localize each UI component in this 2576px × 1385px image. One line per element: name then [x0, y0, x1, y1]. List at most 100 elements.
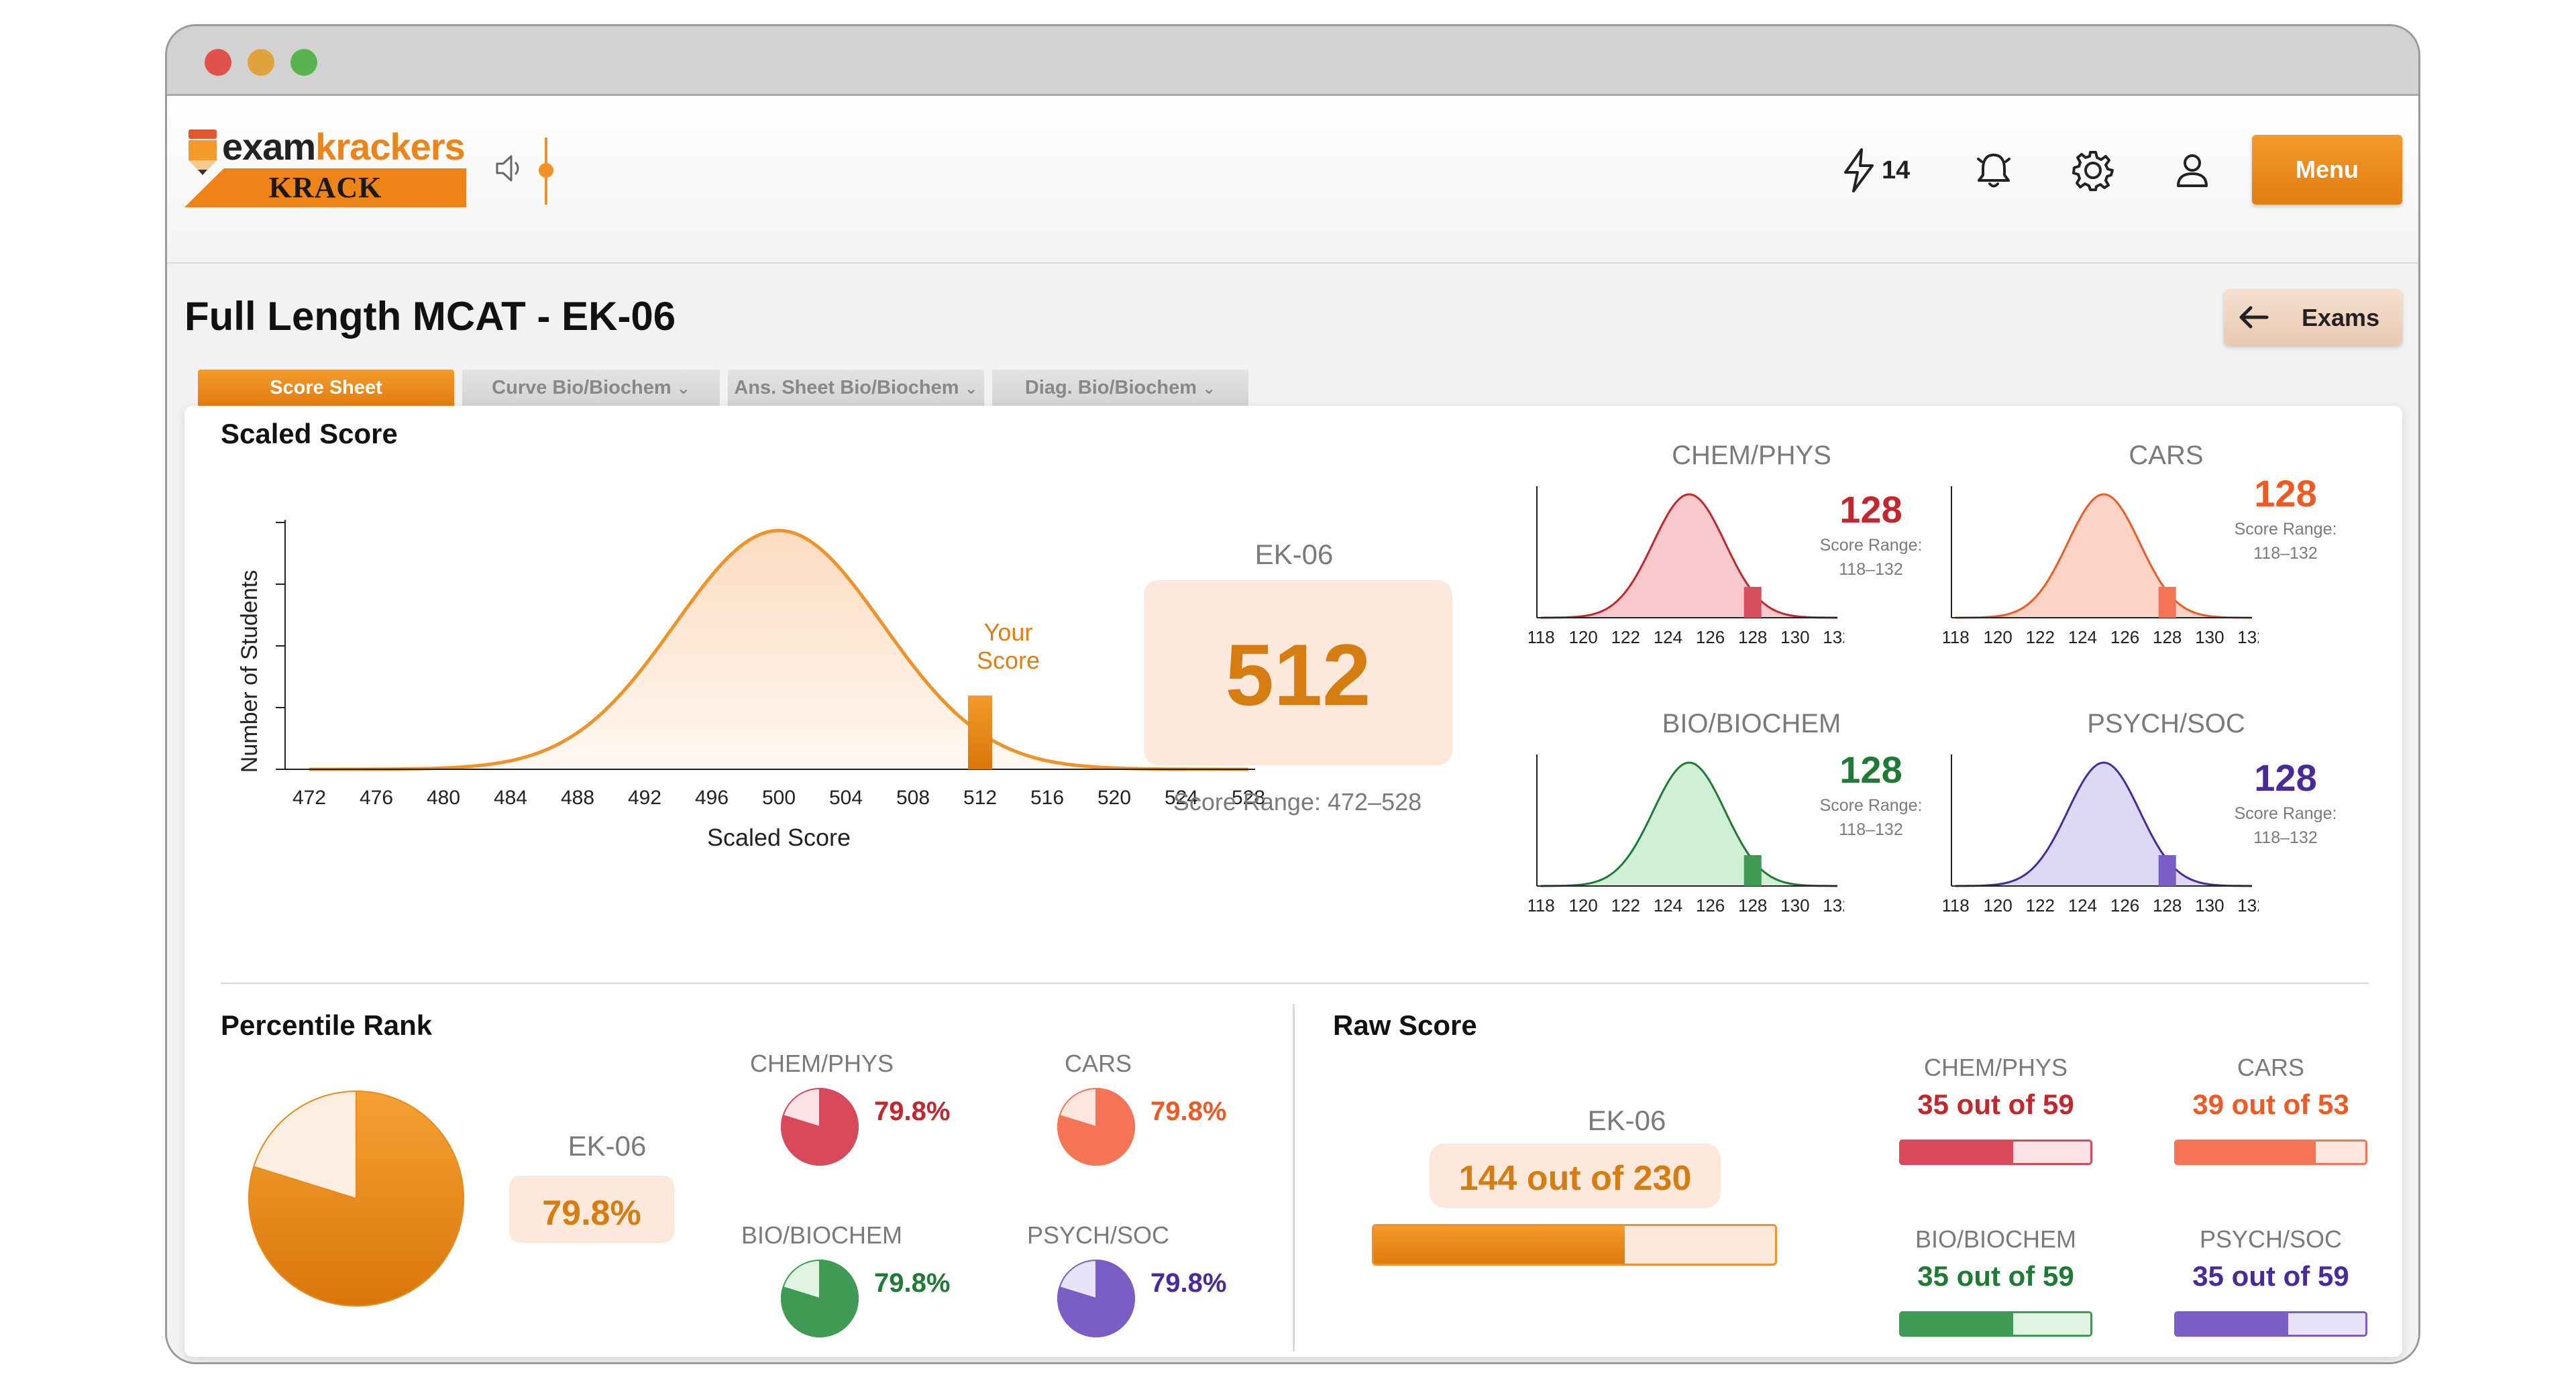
- close-window-button[interactable]: [205, 49, 231, 76]
- percentile-pie-slice: [248, 1090, 464, 1307]
- x-tick-label: 118: [1529, 627, 1555, 647]
- x-tick-label: 128: [1738, 895, 1767, 916]
- section-raw-bar-fill: [1901, 1313, 2014, 1335]
- brand-subtitle: KRACK UNIVERSITY: [184, 168, 466, 207]
- section-chart-title: CHEM/PHYS: [1672, 441, 1831, 470]
- x-tick-label: 128: [1738, 627, 1767, 647]
- section-distribution-chart: 118 120 122 124 126 128 130 132: [1943, 755, 2259, 916]
- scaled-score-value: 512: [1225, 626, 1371, 724]
- section-scaled-score: 128: [1839, 749, 1902, 791]
- percentile-pie-chart: [248, 1090, 464, 1307]
- section-pie-slice: [781, 1259, 859, 1337]
- x-tick-label: 480: [427, 787, 460, 809]
- section-raw-scores: CHEM/PHYS 35 out of 59 CARS 39 out of 53 BIO…: [184, 406, 2402, 1357]
- tab-curve-bio-biochem[interactable]: Curve Bio/Biochem ⌄: [462, 370, 720, 406]
- brand-logo[interactable]: examkrackers KRACK UNIVERSITY: [184, 125, 474, 210]
- section-raw-bar-fill: [2176, 1313, 2289, 1335]
- x-tick-label: 122: [1611, 627, 1640, 647]
- x-tick-label: 122: [2026, 895, 2055, 916]
- tab-ans-sheet-bio-biochem[interactable]: Ans. Sheet Bio/Biochem ⌄: [728, 370, 984, 406]
- bell-icon[interactable]: [1972, 148, 2016, 192]
- x-tick-label: 484: [494, 787, 527, 809]
- menu-button[interactable]: Menu: [2252, 135, 2402, 205]
- x-tick-label: 488: [561, 787, 594, 809]
- tab-score-sheet[interactable]: Score Sheet: [198, 370, 454, 406]
- section-divider: [221, 983, 2369, 984]
- section-chart-title: CARS: [2129, 441, 2204, 470]
- section-raw-title: PSYCH/SOC: [2199, 1225, 2343, 1253]
- section-raw-value: 35 out of 59: [2192, 1260, 2349, 1292]
- user-icon[interactable]: [2170, 148, 2214, 192]
- x-tick-label: 130: [1780, 895, 1809, 916]
- minimize-window-button[interactable]: [248, 49, 274, 76]
- tab-label: Ans. Sheet Bio/Biochem: [734, 377, 959, 398]
- maximize-window-button[interactable]: [290, 49, 317, 76]
- section-score-range-label: Score Range:: [1819, 796, 1923, 815]
- scaled-exam-label: EK-06: [1254, 539, 1334, 570]
- section-score-range-label: Score Range:: [2234, 520, 2337, 539]
- x-tick-label: 476: [360, 787, 393, 809]
- x-tick-label: 520: [1097, 787, 1131, 809]
- section-percentile-title: CARS: [1064, 1050, 1132, 1077]
- x-tick-label: 472: [292, 787, 326, 809]
- gear-icon[interactable]: [2071, 148, 2115, 192]
- section-percentile-title: PSYCH/SOC: [1026, 1221, 1170, 1249]
- percentile-value: 79.8%: [542, 1194, 641, 1233]
- section-raw-bar-fill: [2176, 1142, 2316, 1163]
- arrow-left-icon: [2239, 306, 2269, 329]
- x-tick-label: 130: [2195, 627, 2224, 647]
- distribution-area: [309, 531, 1248, 769]
- raw-score-bar-fill: [1374, 1226, 1625, 1264]
- back-to-exams-button[interactable]: Exams: [2224, 289, 2402, 345]
- tab-label: Diag. Bio/Biochem: [1024, 377, 1197, 398]
- x-tick-label: 528: [1232, 787, 1265, 809]
- brand-name-part1: exam: [222, 125, 316, 168]
- section-raw-bar: [2174, 1311, 2367, 1337]
- x-tick-label: 128: [2153, 627, 2182, 647]
- x-tick-label: 130: [2195, 895, 2224, 916]
- x-tick-label: 132: [1823, 895, 1844, 916]
- percentile-exam-label: EK-06: [568, 1130, 647, 1162]
- chevron-down-icon: ⌄: [676, 380, 690, 398]
- scaled-score-card: 512: [1144, 580, 1452, 765]
- section-chart-title: PSYCH/SOC: [2087, 709, 2245, 738]
- volume-icon[interactable]: [492, 151, 527, 186]
- section-distribution-curve: [1541, 493, 1837, 619]
- section-raw-bar: [2174, 1140, 2367, 1165]
- x-tick-label: 118: [1943, 895, 1970, 916]
- section-distribution-chart: 118 120 122 124 126 128 130 132: [1529, 755, 1844, 916]
- x-tick-label: 132: [2237, 895, 2259, 916]
- lightning-icon[interactable]: [1840, 147, 1878, 194]
- x-tick-label: 512: [963, 787, 997, 809]
- tab-diag-bio-biochem[interactable]: Diag. Bio/Biochem ⌄: [992, 370, 1248, 406]
- section-pie-slice: [1057, 1259, 1135, 1337]
- section-distribution-area: [1955, 494, 2252, 618]
- section-percentile-title: CHEM/PHYS: [749, 1050, 894, 1077]
- x-tick-label: 492: [628, 787, 661, 809]
- percentile-rank-title: Percentile Rank: [221, 1009, 433, 1041]
- your-score-marker: [2158, 587, 2176, 618]
- your-score-marker: [1743, 587, 1762, 618]
- volume-slider-handle[interactable]: [539, 163, 553, 178]
- x-tick-label: 132: [2237, 627, 2259, 647]
- section-percentile-pie: [781, 1259, 859, 1337]
- section-raw-bar: [1899, 1311, 2092, 1337]
- back-button-label: Exams: [2302, 304, 2380, 331]
- section-raw-bar-fill: [1901, 1142, 2014, 1163]
- x-tick-label: 128: [2153, 895, 2182, 916]
- section-raw-title: CARS: [2237, 1054, 2305, 1081]
- section-percentile-pie: [1057, 1087, 1135, 1166]
- scaled-score-range: Score Range: 472–528: [1173, 788, 1422, 816]
- section-pie-slice: [781, 1087, 859, 1166]
- x-tick-label: 118: [1943, 627, 1970, 647]
- section-distribution-chart: 118 120 122 124 126 128 130 132: [1943, 486, 2259, 647]
- raw-exam-label: EK-06: [1587, 1105, 1666, 1136]
- title-bar: [167, 26, 2418, 96]
- your-score-marker: [2158, 855, 2176, 886]
- x-tick-label: 524: [1165, 787, 1198, 809]
- x-tick-label: 126: [1696, 627, 1725, 647]
- x-tick-label: 496: [695, 787, 729, 809]
- your-score-marker: [968, 696, 992, 769]
- section-score-range: 118–132: [1839, 820, 1903, 839]
- section-percentile-value: 79.8%: [874, 1097, 951, 1126]
